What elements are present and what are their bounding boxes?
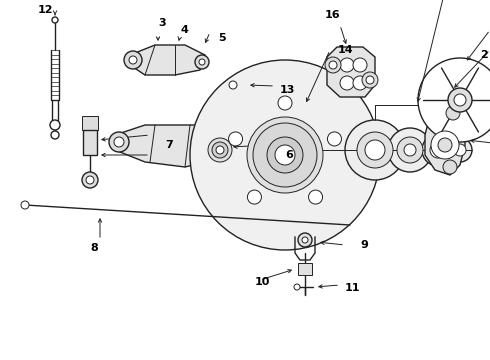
Polygon shape [327, 47, 375, 97]
Circle shape [327, 132, 342, 146]
Circle shape [340, 58, 354, 72]
Text: 4: 4 [180, 25, 188, 35]
Circle shape [82, 172, 98, 188]
Circle shape [212, 142, 228, 158]
Text: 12: 12 [38, 5, 53, 15]
Text: 10: 10 [255, 277, 270, 287]
Circle shape [388, 128, 432, 172]
Circle shape [365, 140, 385, 160]
Text: 6: 6 [285, 150, 293, 160]
Circle shape [404, 144, 416, 156]
Circle shape [353, 58, 367, 72]
Circle shape [438, 138, 452, 152]
Circle shape [366, 76, 374, 84]
Circle shape [190, 60, 380, 250]
Circle shape [247, 117, 323, 193]
Circle shape [216, 146, 224, 154]
Circle shape [114, 137, 124, 147]
Circle shape [443, 160, 457, 174]
Text: 16: 16 [325, 10, 341, 20]
Bar [83, 130, 97, 155]
Circle shape [357, 132, 393, 168]
Polygon shape [130, 45, 205, 75]
Circle shape [430, 142, 446, 158]
Circle shape [329, 61, 337, 69]
Circle shape [253, 123, 317, 187]
Circle shape [229, 81, 237, 89]
Text: 3: 3 [158, 18, 166, 28]
Circle shape [325, 57, 341, 73]
Text: 8: 8 [90, 243, 98, 253]
Circle shape [109, 132, 129, 152]
Circle shape [353, 76, 367, 90]
Circle shape [298, 233, 312, 247]
Circle shape [267, 137, 303, 173]
Circle shape [51, 131, 59, 139]
Text: 9: 9 [360, 240, 368, 250]
Text: 7: 7 [165, 140, 173, 150]
Circle shape [448, 88, 472, 112]
Text: 13: 13 [280, 85, 295, 95]
Circle shape [50, 120, 60, 130]
Circle shape [294, 284, 300, 290]
Circle shape [247, 190, 262, 204]
Circle shape [448, 138, 472, 162]
Circle shape [278, 96, 292, 110]
Circle shape [345, 120, 405, 180]
Circle shape [454, 94, 466, 106]
Circle shape [418, 58, 490, 142]
Circle shape [340, 76, 354, 90]
Circle shape [199, 59, 205, 65]
Polygon shape [425, 105, 465, 175]
Text: 11: 11 [345, 283, 361, 293]
Circle shape [124, 51, 142, 69]
Circle shape [195, 55, 209, 69]
Circle shape [52, 17, 58, 23]
Circle shape [302, 237, 308, 243]
Circle shape [208, 138, 232, 162]
Circle shape [228, 132, 243, 146]
Circle shape [397, 137, 423, 163]
Circle shape [431, 131, 459, 159]
Text: 14: 14 [338, 45, 354, 55]
Circle shape [275, 145, 295, 165]
Circle shape [446, 106, 460, 120]
Circle shape [309, 190, 322, 204]
Circle shape [362, 72, 378, 88]
Text: 2: 2 [480, 50, 488, 60]
Text: 5: 5 [218, 33, 225, 43]
Circle shape [454, 144, 466, 156]
Bar [298, 263, 312, 275]
Bar [82, 116, 98, 130]
Polygon shape [115, 125, 225, 167]
Circle shape [86, 176, 94, 184]
Circle shape [129, 56, 137, 64]
Circle shape [422, 134, 454, 166]
Circle shape [21, 201, 29, 209]
